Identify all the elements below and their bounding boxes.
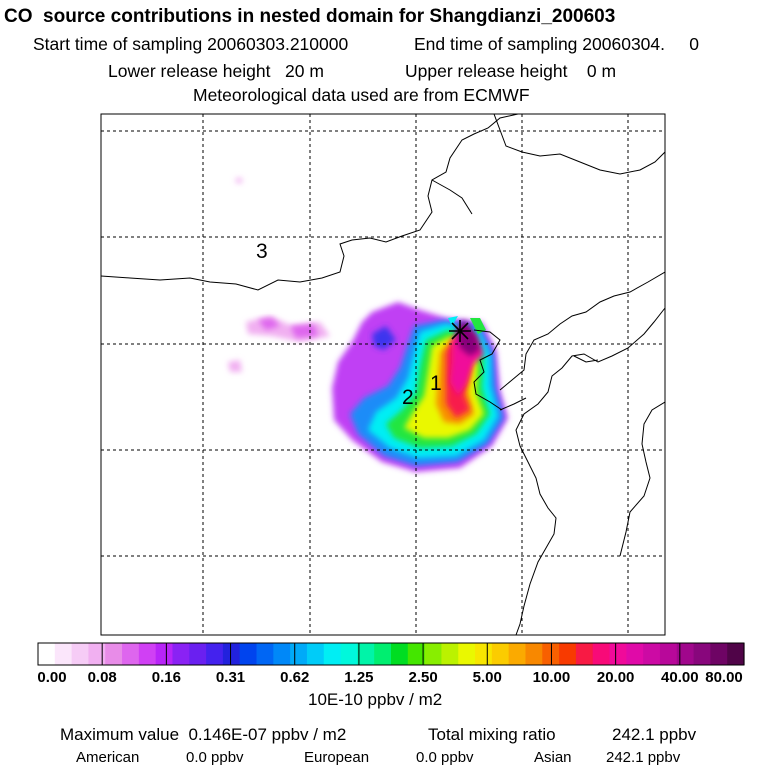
- colorbar-cell: [88, 643, 106, 665]
- colorbar-cell: [525, 643, 543, 665]
- colorbar-cell: [138, 643, 157, 665]
- colorbar-cell: [256, 643, 274, 665]
- colorbar-cell: [340, 643, 358, 665]
- total-mixing-ratio-value: 242.1 ppbv: [612, 725, 697, 744]
- colorbar-tick-label: 2.50: [408, 669, 438, 686]
- colorbar-cell: [475, 643, 493, 665]
- colorbar-tick-label: 0.31: [215, 669, 246, 686]
- colorbar-cell: [290, 643, 308, 665]
- colorbar-cell: [391, 643, 409, 665]
- colorbar-cell: [38, 643, 56, 665]
- colorbar-cell: [105, 643, 123, 665]
- colorbar-tick-label: 0.08: [87, 669, 117, 686]
- colorbar-tick-label: 5.00: [472, 669, 502, 686]
- colorbar-tick-label: 20.00: [596, 669, 635, 686]
- colorbar-cell: [357, 643, 375, 665]
- colorbar-cell: [575, 643, 594, 665]
- upper-release-height-label: Upper release height 0 m: [405, 61, 617, 81]
- colorbar-cell: [273, 643, 291, 665]
- european-value: 0.0 ppbv: [416, 749, 474, 766]
- colorbar-tick-label: 0.00: [37, 669, 67, 686]
- colorbar-cell: [441, 643, 459, 665]
- region-label-2: 2: [402, 386, 414, 409]
- total-mixing-ratio-label: Total mixing ratio: [428, 725, 556, 744]
- page-title: CO source contributions in nested domain…: [4, 6, 616, 27]
- asian-label: Asian: [534, 749, 572, 766]
- maximum-value-label: Maximum value 0.146E-07 ppbv / m2: [60, 725, 347, 744]
- colorbar-cell: [710, 643, 728, 665]
- start-time-label: Start time of sampling 20060303.210000: [33, 34, 349, 54]
- met-data-label: Meteorological data used are from ECMWF: [193, 85, 530, 105]
- colorbar-cell: [206, 643, 224, 665]
- colorbar-cell: [643, 643, 661, 665]
- colorbar-cell: [609, 643, 627, 665]
- colorbar-cell: [693, 643, 711, 665]
- concentration-map: 3 2 1: [100, 113, 666, 636]
- colorbar-cell: [71, 643, 90, 665]
- colorbar-cell: [659, 643, 678, 665]
- colorbar-cell: [626, 643, 644, 665]
- colorbar-tick-label: 40.00: [661, 669, 699, 686]
- concentration-plume: [228, 178, 508, 472]
- colorbar-cell: [559, 643, 577, 665]
- colorbar-cell: [424, 643, 443, 665]
- colorbar-cell: [374, 643, 392, 665]
- colorbar-cell: [172, 643, 190, 665]
- colorbar-tick-label: 10.00: [532, 669, 571, 686]
- region-label-3: 3: [256, 240, 268, 263]
- colorbar-cell: [407, 643, 426, 665]
- asian-value: 242.1 ppbv: [606, 749, 681, 766]
- colorbar-cell: [122, 643, 140, 665]
- star-icon: [449, 320, 471, 342]
- colorbar-cell: [189, 643, 207, 665]
- colorbar-cell: [592, 643, 611, 665]
- colorbar-cell: [306, 643, 325, 665]
- lower-release-height-label: Lower release height 20 m: [108, 61, 324, 81]
- colorbar-unit-label: 10E-10 ppbv / m2: [308, 690, 443, 709]
- colorbar-cell: [727, 643, 745, 665]
- colorbar-tick-label: 80.00: [705, 669, 743, 686]
- coastlines-and-borders: [101, 114, 665, 635]
- colorbar-cell: [239, 643, 258, 665]
- colorbar-cell: [508, 643, 527, 665]
- colorbar-tick-label: 1.25: [344, 669, 374, 686]
- colorbar-cell: [458, 643, 476, 665]
- american-value: 0.0 ppbv: [186, 749, 244, 766]
- american-label: American: [76, 749, 140, 766]
- lat-lon-grid: [101, 114, 665, 635]
- colorbar-cell: [491, 643, 510, 665]
- colorbar-cell: [155, 643, 174, 665]
- region-label-1: 1: [430, 372, 442, 395]
- european-label: European: [304, 749, 370, 766]
- colorbar-tick-label: 0.16: [151, 669, 181, 686]
- colorbar-tick-label: 0.62: [280, 669, 310, 686]
- colorbar-cell: [54, 643, 73, 665]
- map-frame: [100, 113, 666, 636]
- colorbar-cell: [323, 643, 342, 665]
- colorbar-cell: [676, 643, 695, 665]
- end-time-label: End time of sampling 20060304. 0: [414, 34, 700, 54]
- colorbar-cell: [222, 643, 241, 665]
